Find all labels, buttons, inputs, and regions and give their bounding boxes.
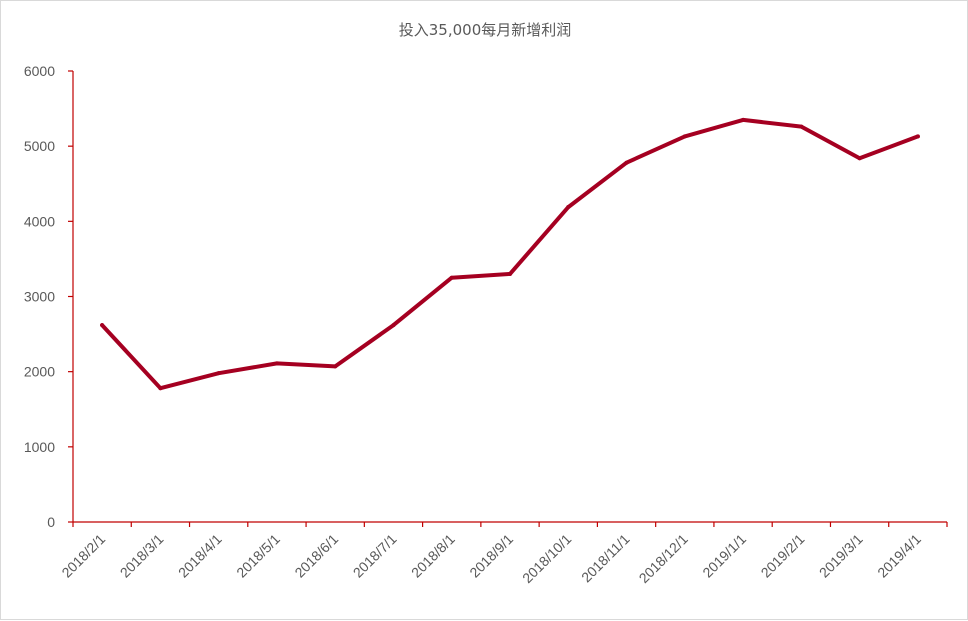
chart-title: 投入35,000每月新增利润	[398, 21, 572, 39]
y-tick-label: 0	[47, 514, 55, 530]
data-point	[391, 323, 396, 328]
x-tick-label: 2018/12/1	[636, 531, 692, 587]
x-tick-label: 2018/11/1	[578, 531, 633, 586]
data-point	[624, 160, 629, 165]
y-axis-ticks: 0 1000 2000 3000 4000 5000 6000	[24, 63, 73, 530]
x-tick-label: 2018/3/1	[117, 531, 167, 581]
x-tick-label: 2018/5/1	[233, 531, 283, 581]
x-tick-label: 2018/10/1	[519, 531, 575, 587]
data-point	[857, 156, 862, 161]
x-axis-ticks: 2018/2/1 2018/3/1 2018/4/1 2018/5/1 2018/6/1…	[58, 522, 948, 587]
x-tick-label: 2019/1/1	[699, 531, 749, 581]
data-point	[566, 205, 571, 210]
data-point	[333, 364, 338, 369]
x-tick-label: 2018/7/1	[350, 531, 400, 581]
x-tick-label: 2018/6/1	[291, 531, 341, 581]
data-point	[216, 371, 221, 376]
data-point	[741, 117, 746, 122]
x-tick-label: 2019/3/1	[816, 531, 866, 581]
y-tick-label: 1000	[24, 439, 55, 455]
data-point	[158, 386, 163, 391]
x-tick-label: 2018/9/1	[466, 531, 516, 581]
y-tick-label: 4000	[24, 213, 55, 229]
x-tick-label: 2019/2/1	[758, 531, 808, 581]
x-tick-label: 2018/8/1	[408, 531, 458, 581]
y-tick-label: 2000	[24, 364, 55, 380]
y-tick-label: 3000	[24, 289, 55, 305]
x-tick-label: 2018/2/1	[58, 531, 108, 581]
x-tick-label: 2018/4/1	[175, 531, 225, 581]
series-layer	[100, 117, 920, 391]
data-point	[682, 134, 687, 139]
data-point	[508, 271, 512, 276]
y-tick-label: 6000	[24, 63, 55, 79]
y-tick-label: 5000	[24, 138, 55, 154]
x-tick-label: 2019/4/1	[874, 531, 924, 581]
data-point	[915, 134, 920, 139]
series-line	[100, 117, 920, 391]
data-point	[274, 361, 279, 366]
data-point	[449, 275, 454, 280]
data-point	[799, 124, 804, 129]
data-point	[100, 323, 105, 328]
